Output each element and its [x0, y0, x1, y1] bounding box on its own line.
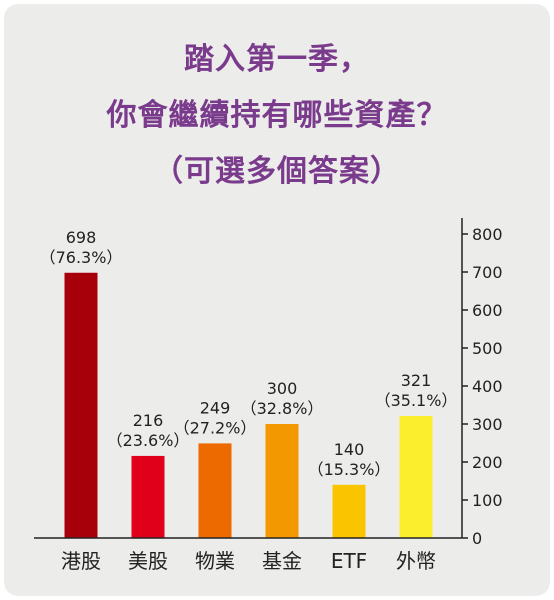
bar — [64, 272, 98, 538]
bar — [131, 455, 165, 538]
bar — [198, 443, 232, 538]
chart-title-line-2: 你會繼續持有哪些資產？ — [106, 98, 448, 133]
bar-percent-label: （27.2%） — [174, 418, 257, 437]
value-label-group: 698（76.3%） 216（23.6%） 249（27.2%） 300（32.8%）… — [40, 228, 458, 479]
y-tick-label: 300 — [472, 415, 503, 434]
bar-percent-label: （35.1%） — [375, 391, 458, 410]
category-label: ETF — [331, 549, 367, 573]
category-label: 港股 — [61, 549, 101, 573]
y-tick-label: 0 — [472, 529, 482, 548]
category-label: 物業 — [195, 549, 235, 573]
bar-value-label: 300 — [267, 379, 298, 398]
chart-card: 踏入第一季， 你會繼續持有哪些資產？ （可選多個答案） 698 （76.3%） 21… — [4, 4, 550, 596]
category-label: 基金 — [262, 549, 302, 573]
category-label-group: 港股 美股 物業 基金 ETF 外幣 — [61, 549, 436, 573]
y-tick-label: 100 — [472, 491, 503, 510]
category-label: 美股 — [128, 549, 168, 573]
bar-value-label: 140 — [334, 440, 365, 459]
bar-value-label: 249 — [200, 398, 231, 417]
bar-percent-label: （76.3%） — [40, 248, 123, 267]
category-label: 外幣 — [396, 549, 436, 573]
bar-value-label: 216 — [133, 411, 164, 430]
bar — [332, 484, 366, 538]
bar-percent-label: （15.3%） — [308, 460, 391, 479]
bar-group — [64, 272, 433, 538]
y-tick-label: 500 — [472, 339, 503, 358]
bar-value-label: 321 — [401, 371, 432, 390]
bar-percent-label: （32.8%） — [241, 399, 324, 418]
y-axis: 0 100 200 300 400 500 600 700 800 — [34, 218, 503, 548]
bar-percent-label: （23.6%） — [107, 431, 190, 450]
y-tick-label: 800 — [472, 225, 503, 244]
y-tick-label: 400 — [472, 377, 503, 396]
chart-title-line-3: （可選多個答案） — [153, 154, 401, 189]
bar — [399, 416, 433, 538]
y-tick-label: 600 — [472, 301, 503, 320]
y-tick-label: 700 — [472, 263, 503, 282]
bar-chart: 698（76.3%）216（23.6%）249（27.2%）300（32.8%）… — [34, 218, 503, 573]
chart-title-line-1: 踏入第一季， — [184, 42, 370, 77]
bar — [265, 424, 299, 538]
bar-value-label: 698 — [66, 228, 97, 247]
y-tick-label: 200 — [472, 453, 503, 472]
